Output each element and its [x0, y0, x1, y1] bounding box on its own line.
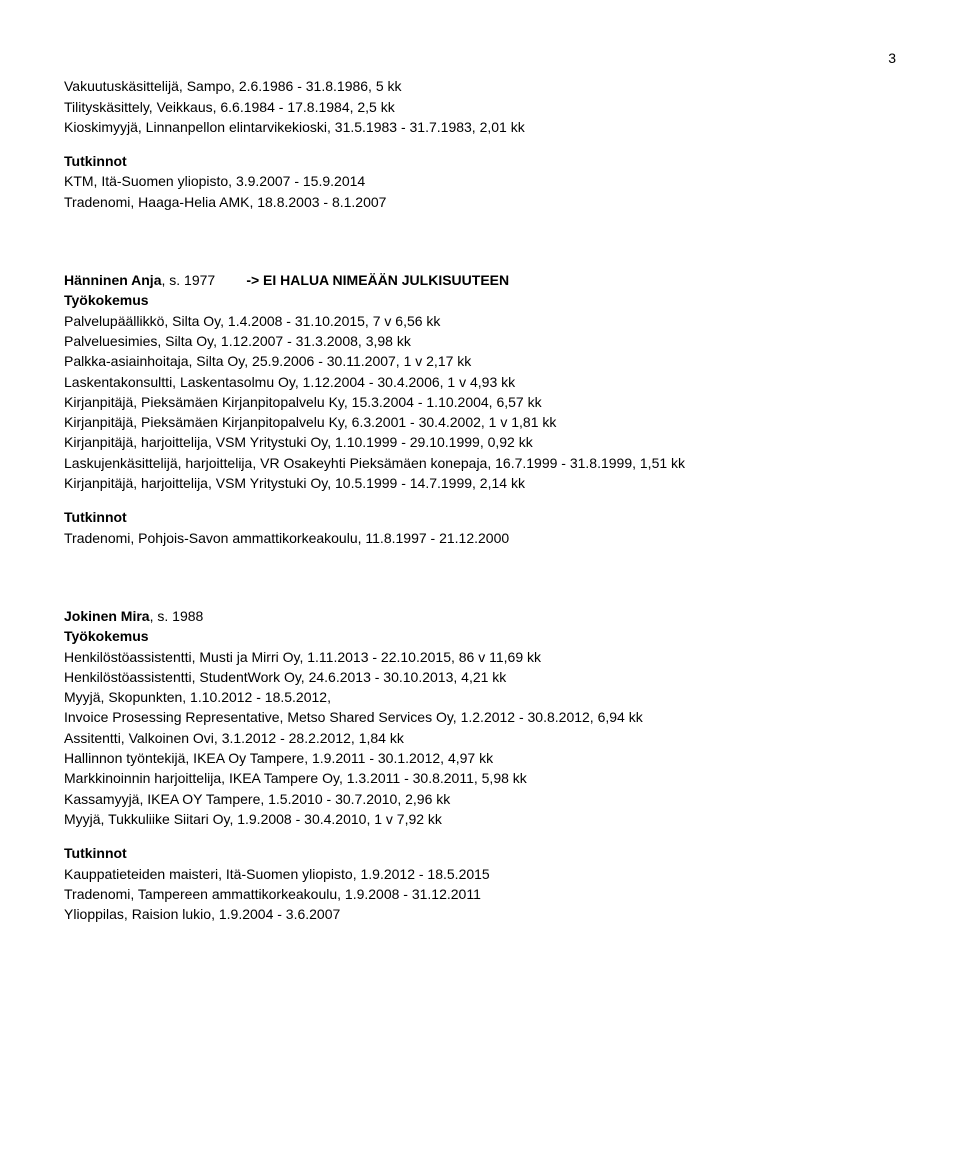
work-heading: Työkokemus — [64, 290, 896, 310]
work-line: Henkilöstöassistentti, StudentWork Oy, 2… — [64, 667, 896, 687]
work-line: Myyjä, Skopunkten, 1.10.2012 - 18.5.2012… — [64, 687, 896, 707]
work-line: Hallinnon työntekijä, IKEA Oy Tampere, 1… — [64, 748, 896, 768]
work-line: Markkinoinnin harjoittelija, IKEA Tamper… — [64, 768, 896, 788]
work-line: Kirjanpitäjä, Pieksämäen Kirjanpitopalve… — [64, 412, 896, 432]
work-line: Kioskimyyjä, Linnanpellon elintarvikekio… — [64, 117, 896, 137]
work-line: Palveluesimies, Silta Oy, 1.12.2007 - 31… — [64, 331, 896, 351]
work-line: Tilityskäsittely, Veikkaus, 6.6.1984 - 1… — [64, 97, 896, 117]
page-number: 3 — [64, 48, 896, 68]
work-line: Laskentakonsultti, Laskentasolmu Oy, 1.1… — [64, 372, 896, 392]
work-heading: Työkokemus — [64, 626, 896, 646]
work-line: Henkilöstöassistentti, Musti ja Mirri Oy… — [64, 647, 896, 667]
degree-line: Ylioppilas, Raision lukio, 1.9.2004 - 3.… — [64, 904, 896, 924]
degrees-heading: Tutkinnot — [64, 507, 896, 527]
work-line: Vakuutuskäsittelijä, Sampo, 2.6.1986 - 3… — [64, 76, 896, 96]
person-born: , s. 1977 — [162, 272, 216, 288]
work-line: Palvelupäällikkö, Silta Oy, 1.4.2008 - 3… — [64, 311, 896, 331]
cv-block-3: Jokinen Mira, s. 1988 Työkokemus Henkilö… — [64, 606, 896, 924]
person-born: , s. 1988 — [150, 608, 204, 624]
person-name: Hänninen Anja — [64, 272, 162, 288]
degrees-heading: Tutkinnot — [64, 151, 896, 171]
degree-line: Tradenomi, Pohjois-Savon ammattikorkeako… — [64, 528, 896, 548]
degree-line: Tradenomi, Tampereen ammattikorkeakoulu,… — [64, 884, 896, 904]
work-line: Kirjanpitäjä, harjoittelija, VSM Yrityst… — [64, 473, 896, 493]
cv-block-1: Vakuutuskäsittelijä, Sampo, 2.6.1986 - 3… — [64, 76, 896, 212]
degrees-heading: Tutkinnot — [64, 843, 896, 863]
degree-line: Kauppatieteiden maisteri, Itä-Suomen yli… — [64, 864, 896, 884]
person-heading: Hänninen Anja, s. 1977 -> EI HALUA NIMEÄ… — [64, 270, 896, 290]
person-name: Jokinen Mira — [64, 608, 150, 624]
privacy-annotation: -> EI HALUA NIMEÄÄN JULKISUUTEEN — [246, 272, 509, 288]
work-line: Laskujenkäsittelijä, harjoittelija, VR O… — [64, 453, 896, 473]
cv-block-2: Hänninen Anja, s. 1977 -> EI HALUA NIMEÄ… — [64, 270, 896, 548]
work-line: Myyjä, Tukkuliike Siitari Oy, 1.9.2008 -… — [64, 809, 896, 829]
degree-line: Tradenomi, Haaga-Helia AMK, 18.8.2003 - … — [64, 192, 896, 212]
person-heading: Jokinen Mira, s. 1988 — [64, 606, 896, 626]
work-line: Palkka-asiainhoitaja, Silta Oy, 25.9.200… — [64, 351, 896, 371]
work-line: Kassamyyjä, IKEA OY Tampere, 1.5.2010 - … — [64, 789, 896, 809]
work-line: Kirjanpitäjä, harjoittelija, VSM Yrityst… — [64, 432, 896, 452]
work-line: Kirjanpitäjä, Pieksämäen Kirjanpitopalve… — [64, 392, 896, 412]
degree-line: KTM, Itä-Suomen yliopisto, 3.9.2007 - 15… — [64, 171, 896, 191]
work-line: Assitentti, Valkoinen Ovi, 3.1.2012 - 28… — [64, 728, 896, 748]
work-line: Invoice Prosessing Representative, Metso… — [64, 707, 896, 727]
